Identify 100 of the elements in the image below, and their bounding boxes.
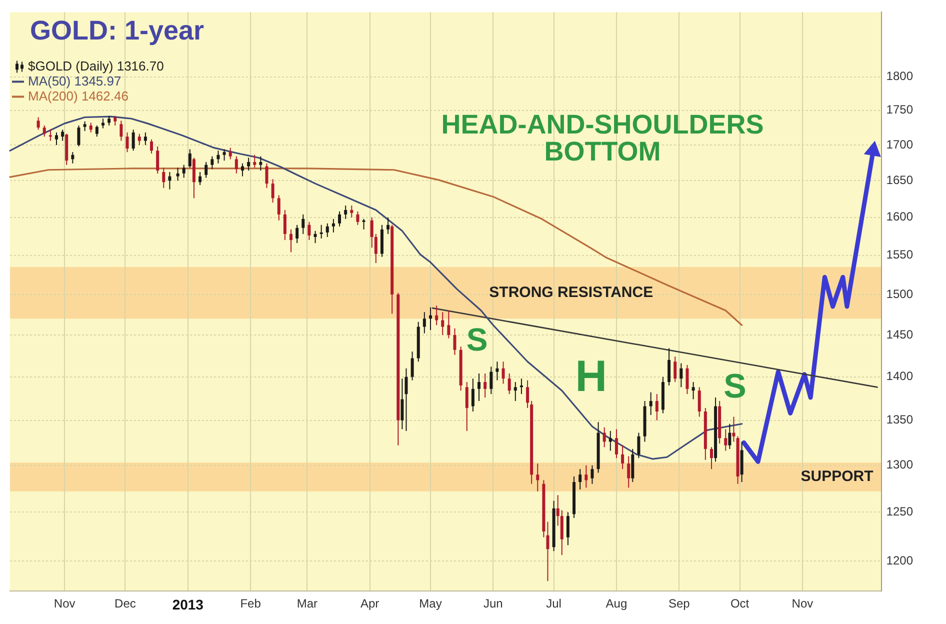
candlestick bbox=[89, 122, 92, 133]
candlestick bbox=[356, 210, 360, 226]
candlestick bbox=[362, 218, 366, 230]
candlestick bbox=[566, 512, 570, 546]
band-label: STRONG RESISTANCE bbox=[489, 284, 654, 301]
candlestick bbox=[259, 156, 262, 172]
candlestick bbox=[162, 167, 166, 188]
candlestick bbox=[370, 216, 374, 248]
candlestick bbox=[546, 521, 550, 582]
candlestick bbox=[453, 328, 456, 356]
candlestick bbox=[441, 312, 444, 336]
legend-label: $GOLD (Daily) 1316.70 bbox=[28, 58, 164, 74]
candlestick bbox=[182, 164, 186, 178]
y-tick-label: 1300 bbox=[886, 458, 914, 472]
candlestick bbox=[168, 172, 172, 190]
y-tick-label: 1450 bbox=[886, 327, 914, 342]
y-tick-label: 1800 bbox=[886, 69, 914, 84]
candlestick bbox=[36, 116, 40, 130]
candlestick bbox=[410, 351, 414, 381]
candlestick bbox=[608, 430, 612, 452]
candlestick bbox=[526, 380, 530, 408]
candlestick bbox=[240, 162, 244, 177]
candlestick bbox=[176, 167, 180, 182]
candlestick bbox=[204, 162, 208, 178]
candlestick bbox=[584, 464, 588, 488]
candlestick bbox=[222, 148, 226, 162]
y-tick-label: 1600 bbox=[886, 210, 914, 224]
candlestick bbox=[326, 222, 329, 238]
y-tick-label: 1250 bbox=[886, 504, 914, 519]
x-tick-label: Jun bbox=[483, 596, 503, 611]
candlestick bbox=[637, 432, 640, 459]
y-tick-label: 1200 bbox=[886, 553, 914, 568]
candlestick bbox=[728, 423, 732, 450]
candlestick bbox=[508, 372, 511, 395]
candlestick bbox=[332, 218, 335, 233]
candlestick bbox=[120, 120, 123, 142]
candlestick bbox=[465, 382, 468, 432]
candlestick bbox=[556, 494, 560, 526]
candlestick bbox=[71, 152, 74, 164]
candlestick bbox=[228, 147, 232, 160]
candlestick bbox=[496, 361, 499, 381]
x-tick-label: Nov bbox=[792, 596, 814, 611]
candlestick bbox=[400, 378, 404, 430]
candlestick bbox=[132, 129, 135, 152]
candlestick bbox=[578, 468, 582, 490]
x-tick-label: Aug bbox=[606, 596, 628, 611]
candlestick bbox=[386, 216, 390, 234]
candlestick bbox=[95, 125, 98, 138]
candlestick bbox=[649, 392, 652, 416]
candlestick bbox=[514, 382, 517, 402]
x-tick-label: 2013 bbox=[172, 596, 204, 612]
candlestick bbox=[490, 366, 493, 395]
candlestick bbox=[686, 364, 689, 395]
y-tick-label: 1650 bbox=[886, 172, 914, 187]
candlestick bbox=[344, 205, 348, 220]
candlestick bbox=[42, 125, 46, 138]
candlestick bbox=[296, 224, 299, 244]
candlestick bbox=[77, 125, 80, 147]
y-tick-label: 1350 bbox=[886, 412, 914, 427]
candlestick bbox=[198, 172, 202, 186]
x-tick-label: Mar bbox=[296, 596, 318, 611]
y-tick-label: 1700 bbox=[886, 137, 914, 152]
candlestick bbox=[188, 148, 192, 168]
candlestick bbox=[234, 156, 238, 174]
candlestick bbox=[290, 228, 292, 253]
candlestick bbox=[422, 312, 426, 334]
candlestick bbox=[732, 416, 736, 442]
candlestick bbox=[114, 115, 117, 126]
candlestick bbox=[302, 214, 305, 234]
candlestick bbox=[447, 310, 450, 339]
candlestick bbox=[602, 426, 606, 448]
candlestick bbox=[83, 120, 86, 132]
annotation: H bbox=[575, 352, 608, 401]
candlestick bbox=[428, 306, 432, 331]
chart-title: GOLD: 1-year bbox=[30, 16, 205, 46]
candlestick bbox=[627, 456, 630, 488]
candlestick bbox=[471, 378, 474, 412]
candlestick bbox=[247, 157, 250, 172]
candlestick bbox=[150, 138, 154, 154]
candlestick bbox=[210, 156, 214, 170]
candlestick bbox=[126, 132, 129, 153]
candlestick bbox=[674, 356, 677, 383]
candlestick bbox=[560, 510, 564, 556]
legend-label: MA(50) 1345.97 bbox=[28, 73, 122, 88]
band-label: SUPPORT bbox=[800, 468, 874, 486]
candlestick bbox=[48, 129, 52, 142]
candlestick bbox=[192, 157, 196, 199]
candlestick bbox=[478, 372, 481, 402]
candlestick bbox=[655, 394, 658, 421]
candlestick bbox=[216, 150, 220, 164]
candlestick bbox=[277, 194, 280, 221]
candlestick bbox=[590, 464, 594, 484]
candlestick bbox=[350, 205, 354, 218]
candlestick bbox=[621, 444, 624, 470]
candlestick bbox=[435, 305, 438, 326]
candlestick bbox=[668, 348, 671, 386]
candlestick bbox=[404, 368, 408, 432]
y-tick-label: 1400 bbox=[886, 369, 914, 384]
candlestick bbox=[374, 233, 378, 264]
annotation: S bbox=[466, 321, 488, 358]
